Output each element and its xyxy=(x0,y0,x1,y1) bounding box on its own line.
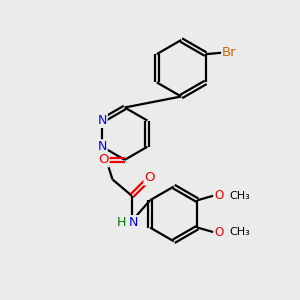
Text: O: O xyxy=(98,153,109,166)
Text: N: N xyxy=(98,114,107,127)
Text: N: N xyxy=(129,216,138,229)
Text: O: O xyxy=(214,189,224,202)
Text: CH₃: CH₃ xyxy=(229,227,250,237)
Text: O: O xyxy=(144,171,155,184)
Text: CH₃: CH₃ xyxy=(229,191,250,201)
Text: H: H xyxy=(117,216,126,229)
Text: Br: Br xyxy=(222,46,237,59)
Text: O: O xyxy=(214,226,224,238)
Text: N: N xyxy=(98,140,107,153)
